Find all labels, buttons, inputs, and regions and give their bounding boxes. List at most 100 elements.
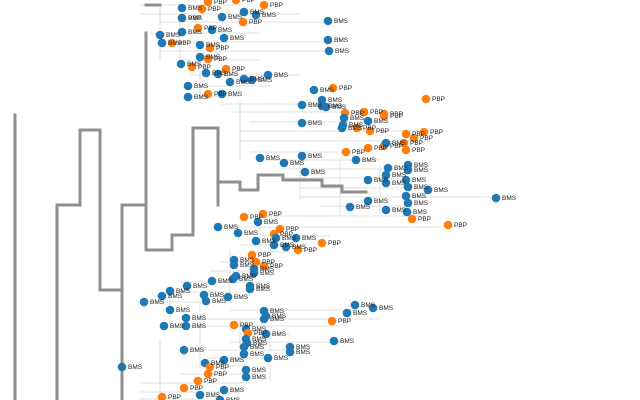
leaf-label: BMS <box>252 326 267 333</box>
leaf-label: BMS <box>252 374 267 381</box>
leaf-dot-bms <box>251 10 261 20</box>
leaf-dot-bms <box>381 178 391 188</box>
leaf-label: BMS <box>218 27 233 34</box>
leaf-dot-pbp <box>179 383 189 393</box>
leaf-label: BMS <box>335 48 350 55</box>
leaf-dot-bms <box>339 113 349 123</box>
leaf-label: BMS <box>414 167 429 174</box>
leaf-dot-bms <box>491 193 501 203</box>
leaf-label: BMS <box>176 288 191 295</box>
leaf-label: PBP <box>351 110 364 117</box>
leaf-label: BMS <box>392 180 407 187</box>
leaf-label: BMS <box>250 9 265 16</box>
leaf-dot-bms <box>213 222 223 232</box>
leaf-label: BMS <box>128 364 143 371</box>
leaf-label: BMS <box>394 165 409 172</box>
leaf-label: BMS <box>250 76 265 83</box>
leaf-dot-bms <box>247 75 257 85</box>
leaf-dot-bms <box>350 300 360 310</box>
leaf-dot-pbp <box>167 38 177 48</box>
leaf-label: PBP <box>269 211 282 218</box>
leaf-dot-bms <box>183 92 193 102</box>
leaf-dot-pbp <box>409 133 419 143</box>
leaf-label: PBP <box>390 113 403 120</box>
leaf-dot-bms <box>401 191 411 201</box>
leaf-label: BMS <box>240 257 255 264</box>
leaf-label: BMS <box>308 102 323 109</box>
leaf-dot-pbp <box>251 257 261 267</box>
leaf-dot-bms <box>181 321 191 331</box>
leaf-dot-bms <box>368 303 378 313</box>
leaf-label: BMS <box>412 177 427 184</box>
leaf-label: PBP <box>339 85 352 92</box>
leaf-label: BMS <box>379 305 394 312</box>
leaf-label: BMS <box>212 298 227 305</box>
leaf-dot-pbp <box>258 209 268 219</box>
leaf-label: BMS <box>224 224 239 231</box>
leaf-dot-bms <box>261 329 271 339</box>
leaf-label: BMS <box>353 310 368 317</box>
leaf-dot-bms <box>182 281 192 291</box>
leaf-dot-bms <box>177 3 187 13</box>
leaf-dot-bms <box>219 355 229 365</box>
leaf-label: BMS <box>258 77 273 84</box>
leaf-label: BMS <box>374 118 389 125</box>
leaf-dot-bms <box>159 321 169 331</box>
leaf-dot-bms <box>337 123 347 133</box>
leaf-label: PBP <box>198 64 211 71</box>
leaf-dot-bms <box>271 233 281 243</box>
leaf-label: BMS <box>392 140 407 147</box>
leaf-label: PBP <box>328 240 341 247</box>
leaf-label: BMS <box>230 387 245 394</box>
leaf-dot-bms <box>263 353 273 363</box>
leaf-label: BMS <box>272 331 287 338</box>
leaf-dot-bms <box>403 198 413 208</box>
leaf-label: BMS <box>262 238 277 245</box>
leaf-label: BMS <box>190 347 205 354</box>
leaf-dot-pbp <box>401 129 411 139</box>
leaf-dot-bms <box>165 286 175 296</box>
leaf-dot-bms <box>239 349 249 359</box>
leaf-dot-bms <box>157 291 167 301</box>
leaf-label: BMS <box>242 273 257 280</box>
leaf-label: PBP <box>374 145 387 152</box>
leaf-dot-bms <box>157 38 167 48</box>
leaf-label: PBP <box>214 91 227 98</box>
leaf-label: BMS <box>194 83 209 90</box>
leaf-dot-bms <box>223 292 233 302</box>
leaf-label: BMS <box>296 349 311 356</box>
leaf-label: PBP <box>214 371 227 378</box>
leaf-dot-bms <box>139 297 149 307</box>
leaf-label: PBP <box>432 96 445 103</box>
leaf-dot-bms <box>245 284 255 294</box>
leaf-label: PBP <box>420 135 433 142</box>
leaf-label: BMS <box>374 198 389 205</box>
leaf-label: PBP <box>242 0 255 4</box>
leaf-dot-bms <box>201 68 211 78</box>
leaf-label: BMS <box>348 125 363 132</box>
leaf-dot-pbp <box>203 0 213 7</box>
leaf-dot-bms <box>239 342 249 352</box>
leaf-dot-pbp <box>203 54 213 64</box>
leaf-label: BMS <box>374 177 389 184</box>
leaf-dot-pbp <box>187 62 197 72</box>
leaf-dot-pbp <box>193 376 203 386</box>
leaf-dot-pbp <box>203 369 213 379</box>
leaf-dot-pbp <box>327 316 337 326</box>
leaf-dot-bms <box>213 69 223 79</box>
leaf-label: PBP <box>190 385 203 392</box>
leaf-dot-bms <box>217 12 227 22</box>
leaf-dot-bms <box>363 116 373 126</box>
leaf-label: PBP <box>390 111 403 118</box>
leaf-label: PBP <box>376 128 389 135</box>
leaf-dot-bms <box>177 27 187 37</box>
leaf-dot-bms <box>177 13 187 23</box>
leaf-dot-bms <box>217 89 227 99</box>
leaf-label: BMS <box>192 323 207 330</box>
leaf-dot-bms <box>228 274 238 284</box>
leaf-dot-bms <box>219 385 229 395</box>
leaf-label: PBP <box>280 231 293 238</box>
leaf-dot-bms <box>181 313 191 323</box>
leaf-label: PBP <box>430 129 443 136</box>
